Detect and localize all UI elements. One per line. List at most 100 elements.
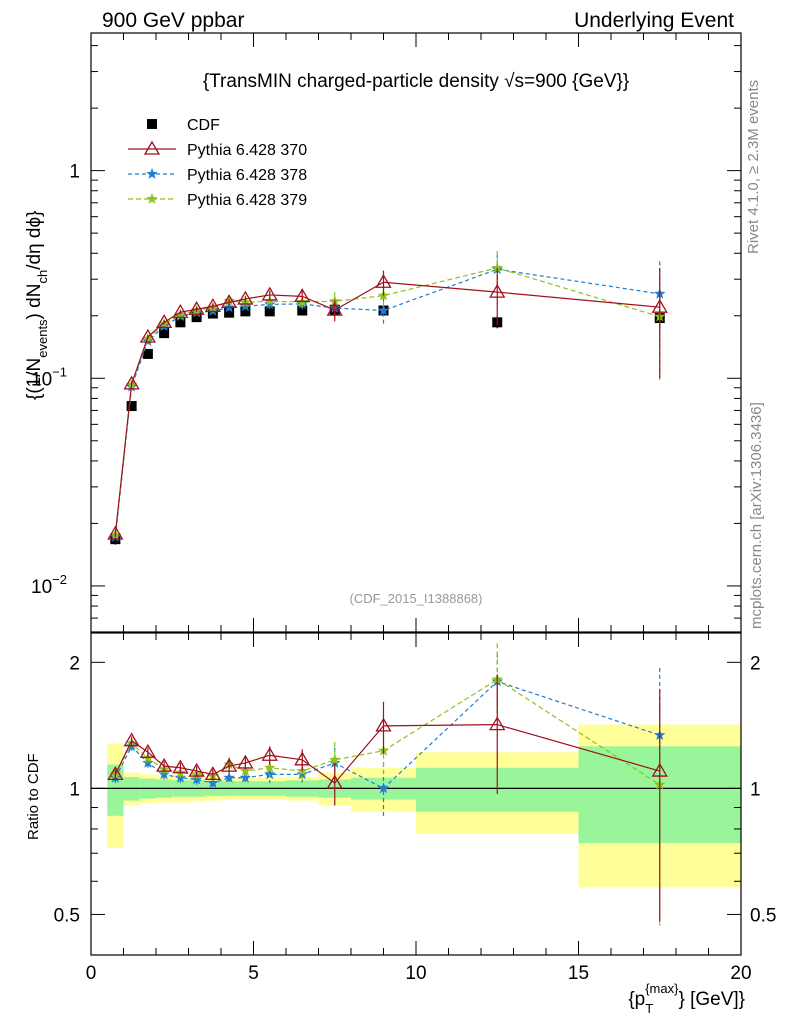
ratio-y-tick-label-right: 2 [750, 653, 761, 674]
y-axis-label-part-a: {(1/N [24, 358, 45, 400]
point-cdf [224, 307, 235, 318]
point-pythia-6-428-370 [651, 298, 668, 313]
point-cdf [159, 328, 170, 339]
point-cdf [191, 312, 202, 323]
legend-label: Pythia 6.428 378 [187, 167, 307, 184]
point-pythia-6-428-370 [139, 328, 157, 343]
point-cdf [175, 317, 186, 328]
x-axis-label-sup: {max} [645, 981, 679, 996]
point-pythia-6-428-370 [326, 301, 343, 316]
x-tick-label: 5 [248, 963, 259, 984]
y-tick-exponent: −2 [52, 572, 67, 587]
x-axis-label-tail: } [GeV]} [678, 989, 745, 1010]
ratio-point-pythia-6-428-378 [377, 782, 390, 794]
ratio-point-pythia-6-428-370 [220, 757, 238, 772]
y-tick-exponent: −1 [52, 364, 67, 379]
ratio-point-pythia-6-428-370 [489, 716, 506, 731]
y-axis-label: {(1/Nevents) dNch/dη dϕ} [24, 211, 50, 400]
ratio-point-pythia-6-428-378 [296, 768, 308, 780]
point-pythia-6-428-370 [107, 525, 124, 540]
y-tick-label: 10−2 [31, 572, 67, 598]
ratio-y-tick-label: 0.5 [54, 905, 80, 926]
point-pythia-6-428-370 [123, 375, 140, 390]
y-axis-label-part-e: /dη dϕ} [24, 211, 45, 270]
y-axis-label-part-b: events [35, 319, 50, 358]
ratio-point-pythia-6-428-370 [172, 759, 189, 774]
point-cdf [126, 401, 137, 412]
ratio-point-pythia-6-428-378 [223, 771, 235, 783]
mcplots-label: mcplots.cern.ch [arXiv:1306.3436] [748, 402, 765, 629]
point-cdf [297, 305, 308, 316]
point-pythia-6-428-378 [377, 304, 390, 316]
ratio-y-tick-label-right: 1 [750, 779, 761, 800]
point-pythia-6-428-370 [375, 273, 392, 288]
point-pythia-6-428-370 [220, 294, 238, 309]
ratio-point-pythia-6-428-370 [155, 757, 173, 772]
ratio-point-pythia-6-428-370 [139, 743, 157, 758]
watermark-label: (CDF_2015_I1388868) [350, 591, 483, 606]
y-tick-label: 1 [69, 162, 80, 183]
ratio-point-pythia-6-428-370 [123, 732, 140, 747]
header-right-label: Underlying Event [574, 9, 734, 32]
ratio-point-pythia-6-428-378 [264, 768, 276, 780]
ratio-band-inner [107, 764, 124, 816]
point-cdf [264, 306, 275, 317]
point-pythia-6-428-370 [172, 303, 189, 318]
rivet-version-label: Rivet 4.1.0, ≥ 2.3M events [745, 79, 762, 254]
point-pythia-6-428-378 [207, 304, 219, 316]
header-left-label: 900 GeV ppbar [102, 9, 245, 32]
point-pythia-6-428-379 [491, 261, 503, 273]
legend-label: CDF [187, 117, 220, 134]
legend-marker [147, 119, 157, 129]
x-tick-label: 15 [568, 963, 589, 984]
ratio-point-pythia-6-428-378 [239, 771, 252, 783]
point-pythia-6-428-370 [261, 286, 278, 301]
ratio-point-pythia-6-428-370 [261, 746, 278, 761]
legend-marker [146, 193, 158, 204]
ratio-point-pythia-6-428-370 [237, 754, 254, 769]
ratio-point-pythia-6-428-379 [329, 753, 341, 765]
legend-label: Pythia 6.428 379 [187, 192, 307, 209]
chart-title: {TransMIN charged-particle density √s=90… [203, 71, 629, 92]
point-pythia-6-428-370 [237, 290, 254, 305]
legend-marker [146, 168, 158, 179]
ratio-point-pythia-6-428-370 [107, 766, 124, 781]
x-axis-label-sub: T [645, 1001, 653, 1016]
ratio-point-pythia-6-428-370 [188, 762, 205, 777]
y-axis-label-part-d: ch [35, 270, 50, 284]
y-axis-label-part-c: ) dN [24, 284, 45, 320]
ratio-point-pythia-6-428-370 [326, 774, 343, 789]
point-pythia-6-428-378 [239, 300, 252, 312]
ratio-point-pythia-6-428-370 [651, 762, 668, 777]
x-axis-label-main: {p [628, 989, 645, 1010]
ratio-point-pythia-6-428-379 [239, 765, 252, 776]
ratio-y-axis-label: Ratio to CDF [25, 753, 42, 840]
point-cdf [207, 308, 218, 319]
ratio-line-pythia-6-428-378 [114, 680, 660, 790]
ratio-point-pythia-6-428-370 [204, 766, 222, 781]
ratio-y-tick-label: 2 [69, 653, 80, 674]
x-tick-label: 0 [86, 963, 97, 984]
point-pythia-6-428-379 [264, 295, 276, 307]
point-pythia-6-428-370 [489, 283, 506, 298]
legend-label: Pythia 6.428 370 [187, 142, 307, 159]
point-pythia-6-428-370 [188, 300, 205, 315]
ratio-y-tick-label-right: 0.5 [750, 905, 776, 926]
point-cdf [240, 306, 251, 317]
point-pythia-6-428-370 [155, 314, 173, 328]
point-pythia-6-428-370 [204, 298, 222, 313]
point-pythia-6-428-370 [294, 288, 311, 303]
ratio-point-pythia-6-428-378 [207, 777, 219, 788]
x-tick-label: 20 [730, 963, 751, 984]
legend-marker [143, 140, 161, 155]
ratio-point-pythia-6-428-370 [375, 717, 392, 732]
x-tick-label: 10 [405, 963, 426, 984]
point-pythia-6-428-378 [264, 298, 276, 310]
ratio-point-pythia-6-428-370 [294, 751, 311, 766]
y-tick-label: 10−1 [31, 364, 67, 390]
ratio-y-tick-label: 1 [69, 779, 80, 800]
ratio-point-pythia-6-428-379 [264, 761, 276, 773]
point-cdf [142, 348, 153, 359]
x-axis-label: {pT {max}} [GeV]} [628, 981, 745, 1016]
